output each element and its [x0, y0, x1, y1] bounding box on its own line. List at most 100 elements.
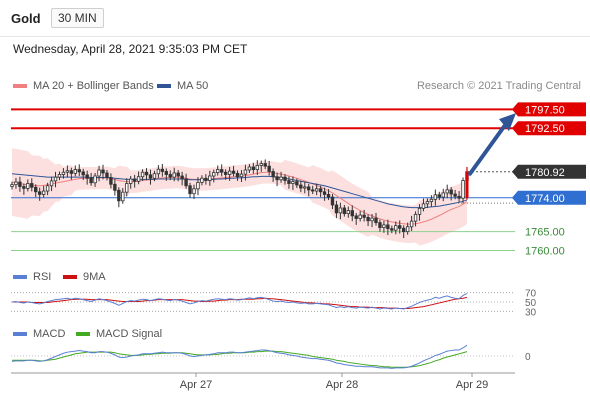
candle-body-10 — [49, 180, 54, 187]
candle-body-8 — [41, 190, 46, 195]
candle-body-88 — [358, 214, 362, 219]
x-tick-label-2: Apr 29 — [456, 379, 488, 391]
candle-body-96 — [390, 228, 394, 231]
candle-body-108 — [437, 194, 442, 198]
candle-body-30 — [128, 178, 133, 184]
candle-body-16 — [73, 169, 78, 174]
candle-body-107 — [433, 194, 438, 200]
level-tag-0 — [512, 102, 586, 117]
candle-body-5 — [30, 183, 34, 188]
candle-body-71 — [291, 181, 295, 184]
candle-body-65 — [267, 165, 271, 172]
candle-body-0 — [10, 184, 14, 187]
legend-ma20-label: MA 20 + Bollinger Bands — [33, 80, 154, 92]
candle-body-80 — [326, 194, 331, 198]
candle-body-85 — [346, 210, 351, 215]
level-label-4: 1765.00 — [525, 227, 565, 239]
candle-body-58 — [239, 173, 244, 178]
candle-body-84 — [342, 207, 347, 215]
level-tag-1 — [512, 121, 586, 136]
candle-body-78 — [318, 188, 323, 193]
candle-body-48 — [200, 177, 204, 183]
candle-body-95 — [386, 224, 390, 230]
candle-body-113 — [457, 195, 461, 199]
candle-body-12 — [57, 174, 62, 178]
candle-body-61 — [251, 166, 256, 170]
candle-body-18 — [81, 171, 85, 176]
candle-body-2 — [18, 181, 22, 187]
candle-body-34 — [144, 171, 149, 176]
candle-body-76 — [310, 189, 315, 192]
macd-signal-line — [12, 350, 468, 368]
candle-body-32 — [136, 176, 141, 182]
level-tag-2 — [512, 164, 586, 179]
candle-body-20 — [89, 177, 93, 184]
ma20-swatch — [13, 84, 27, 88]
candle-body-106 — [429, 198, 434, 202]
candle-body-43 — [180, 175, 184, 180]
candle-body-9 — [45, 185, 50, 192]
legend-rsi-ma: 9MA — [63, 271, 106, 283]
candle-body-50 — [208, 175, 212, 181]
candle-body-21 — [93, 175, 97, 184]
candle-body-41 — [172, 172, 176, 178]
candle-body-74 — [303, 186, 307, 189]
legend-macd-signal: MACD Signal — [76, 328, 162, 340]
forecast-arrow-shaft — [468, 119, 510, 176]
candle-body-3 — [22, 186, 26, 189]
candle-body-82 — [334, 204, 339, 214]
macd-swatch — [13, 332, 27, 336]
macd-tick-0: 0 — [525, 352, 531, 363]
candle-body-51 — [212, 172, 216, 177]
ma50-swatch — [157, 84, 171, 88]
candle-body-111 — [449, 189, 453, 195]
level-label-0: 1797.50 — [525, 104, 565, 116]
chart-datetime: Wednesday, April 28, 2021 9:35:03 PM CET — [13, 42, 248, 56]
candle-body-60 — [247, 166, 252, 171]
candle-body-37 — [156, 168, 161, 175]
legend-macd-signal-label: MACD Signal — [96, 328, 163, 340]
candle-body-100 — [405, 226, 410, 233]
last-candle-body — [465, 171, 469, 198]
level-tag-3 — [512, 190, 586, 205]
candle-body-87 — [354, 215, 358, 219]
candle-body-49 — [204, 177, 208, 181]
legend-ma50: MA 50 — [157, 80, 208, 92]
candle-body-64 — [263, 163, 267, 167]
candle-body-17 — [77, 169, 81, 173]
candle-body-99 — [401, 227, 406, 233]
level-label-5: 1760.00 — [525, 245, 565, 257]
candle-body-26 — [113, 183, 117, 191]
bollinger-band — [12, 148, 467, 246]
candle-body-38 — [160, 168, 165, 172]
candle-body-35 — [148, 174, 153, 179]
candle-body-81 — [330, 196, 335, 206]
macd-line — [11, 344, 468, 369]
x-tick-label-0: Apr 27 — [180, 379, 212, 391]
candle-body-72 — [295, 181, 299, 186]
candle-body-53 — [219, 169, 224, 173]
candle-body-57 — [235, 172, 240, 178]
timeframe-button[interactable]: 30 MIN — [51, 8, 104, 28]
candle-body-103 — [417, 207, 422, 215]
candle-body-45 — [188, 185, 192, 195]
candle-body-101 — [409, 220, 414, 228]
candle-body-42 — [176, 172, 180, 177]
candle-body-52 — [216, 169, 220, 174]
legend-rsi: RSI — [13, 271, 51, 283]
candle-body-79 — [322, 191, 327, 195]
candle-body-91 — [370, 217, 374, 222]
candle-body-67 — [275, 176, 279, 181]
candle-body-27 — [117, 189, 121, 202]
legend-rsi-ma-label: 9MA — [83, 271, 106, 283]
legend-rsi-label: RSI — [33, 271, 52, 283]
candle-body-98 — [398, 225, 402, 229]
candle-body-7 — [37, 191, 42, 195]
candle-body-109 — [441, 192, 445, 198]
rsi-ma-swatch — [63, 275, 77, 279]
candle-body-15 — [69, 170, 74, 174]
rsi-tick-1: 50 — [525, 298, 537, 309]
candle-body-73 — [299, 184, 303, 189]
candle-body-70 — [287, 180, 291, 184]
candle-body-105 — [425, 201, 430, 205]
